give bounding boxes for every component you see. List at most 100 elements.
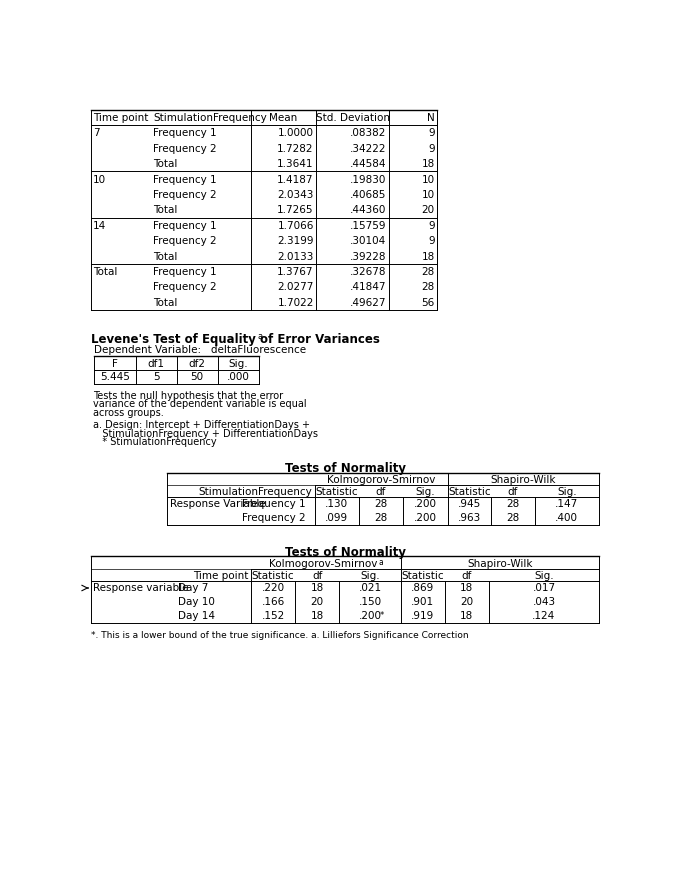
Text: Statistic: Statistic <box>252 571 294 582</box>
Text: 28: 28 <box>374 513 387 523</box>
Text: Frequency 1: Frequency 1 <box>242 499 305 510</box>
Text: Tests of Normality: Tests of Normality <box>285 462 406 476</box>
Text: 28: 28 <box>421 282 435 292</box>
Text: Total: Total <box>153 159 178 169</box>
Text: .41847: .41847 <box>350 282 387 292</box>
Text: Sig.: Sig. <box>360 571 380 582</box>
Text: 1.7282: 1.7282 <box>277 143 314 154</box>
Text: 18: 18 <box>421 159 435 169</box>
Text: .39228: .39228 <box>350 252 387 262</box>
Text: Frequency 1: Frequency 1 <box>153 175 217 185</box>
Text: .919: .919 <box>411 611 434 621</box>
Text: 10: 10 <box>93 175 106 185</box>
Text: StimulationFrequency: StimulationFrequency <box>198 487 313 497</box>
Text: Frequency 1: Frequency 1 <box>153 128 217 138</box>
Text: Frequency 2: Frequency 2 <box>153 143 217 154</box>
Text: 20: 20 <box>310 598 324 607</box>
Text: 1.3767: 1.3767 <box>277 267 314 277</box>
Text: .166: .166 <box>261 598 285 607</box>
Text: a: a <box>257 332 263 340</box>
Text: .869: .869 <box>411 583 434 593</box>
Text: Day 10: Day 10 <box>178 598 215 607</box>
Text: Time point: Time point <box>193 571 248 582</box>
Text: N: N <box>427 113 435 123</box>
Text: .19830: .19830 <box>350 175 387 185</box>
Text: a: a <box>379 558 383 567</box>
Text: *. This is a lower bound of the true significance. a. Lilliefors Significance Co: *. This is a lower bound of the true sig… <box>90 631 468 640</box>
Text: .130: .130 <box>325 499 348 510</box>
Text: Frequency 2: Frequency 2 <box>153 190 217 200</box>
Text: StimulationFrequency + DifferentiationDays: StimulationFrequency + DifferentiationDa… <box>93 428 318 439</box>
Text: df1: df1 <box>148 358 165 368</box>
Text: 18: 18 <box>310 611 324 621</box>
Text: .44360: .44360 <box>350 205 387 215</box>
Text: Frequency 2: Frequency 2 <box>153 237 217 246</box>
Text: 9: 9 <box>428 220 435 230</box>
Text: .150: .150 <box>358 598 381 607</box>
Text: .021: .021 <box>358 583 381 593</box>
Text: * StimulationFrequency: * StimulationFrequency <box>93 437 217 447</box>
Text: 20: 20 <box>422 205 435 215</box>
Text: df2: df2 <box>188 358 206 368</box>
Text: Total: Total <box>153 297 178 307</box>
Text: Frequency 1: Frequency 1 <box>153 267 217 277</box>
Text: .147: .147 <box>555 499 578 510</box>
Text: 9: 9 <box>428 128 435 138</box>
Text: .043: .043 <box>533 598 556 607</box>
Text: .963: .963 <box>458 513 481 523</box>
Text: 9: 9 <box>428 143 435 154</box>
Text: 18: 18 <box>421 252 435 262</box>
Text: .34222: .34222 <box>350 143 387 154</box>
Text: a. Design: Intercept + DifferentiationDays +: a. Design: Intercept + DifferentiationDa… <box>93 420 310 430</box>
Text: .124: .124 <box>533 611 556 621</box>
Text: 7: 7 <box>93 128 99 138</box>
Text: Time point: Time point <box>93 113 148 123</box>
Text: Response Variable: Response Variable <box>169 499 265 510</box>
Text: Statistic: Statistic <box>402 571 444 582</box>
Text: 5: 5 <box>153 373 159 383</box>
Text: 1.0000: 1.0000 <box>278 128 314 138</box>
Text: 1.4187: 1.4187 <box>277 175 314 185</box>
Text: 28: 28 <box>374 499 387 510</box>
Text: .49627: .49627 <box>350 297 387 307</box>
Text: Frequency 2: Frequency 2 <box>153 282 217 292</box>
Text: .32678: .32678 <box>350 267 387 277</box>
Text: Tests of Normality: Tests of Normality <box>285 547 406 559</box>
Text: 56: 56 <box>421 297 435 307</box>
Text: .400: .400 <box>556 513 578 523</box>
Text: .220: .220 <box>261 583 285 593</box>
Text: Statistic: Statistic <box>448 487 491 497</box>
Text: 1.7066: 1.7066 <box>277 220 314 230</box>
Text: *: * <box>379 611 383 620</box>
Text: Dependent Variable:   deltaFluorescence: Dependent Variable: deltaFluorescence <box>95 346 306 356</box>
Text: Sig.: Sig. <box>557 487 576 497</box>
Text: Shapiro-Wilk: Shapiro-Wilk <box>491 475 556 485</box>
Text: 28: 28 <box>506 513 520 523</box>
Text: 2.0277: 2.0277 <box>277 282 314 292</box>
Text: .30104: .30104 <box>350 237 387 246</box>
Text: .08382: .08382 <box>350 128 387 138</box>
Text: F: F <box>112 358 118 368</box>
Text: Shapiro-Wilk: Shapiro-Wilk <box>467 559 533 569</box>
Text: 2.0133: 2.0133 <box>277 252 314 262</box>
Text: Total: Total <box>93 267 117 277</box>
Text: .945: .945 <box>458 499 481 510</box>
Text: Total: Total <box>153 252 178 262</box>
Text: 2.0343: 2.0343 <box>277 190 314 200</box>
Text: Total: Total <box>153 205 178 215</box>
Text: 18: 18 <box>310 583 324 593</box>
Text: .15759: .15759 <box>350 220 387 230</box>
Text: df: df <box>375 487 386 497</box>
Text: across groups.: across groups. <box>93 408 163 418</box>
Text: .200: .200 <box>358 611 381 621</box>
Text: 50: 50 <box>190 373 204 383</box>
Text: Statistic: Statistic <box>315 487 358 497</box>
Text: .017: .017 <box>533 583 556 593</box>
Text: Kolmogorov-Smirnov: Kolmogorov-Smirnov <box>269 559 377 569</box>
Text: Levene's Test of Equality of Error Variances: Levene's Test of Equality of Error Varia… <box>90 333 379 346</box>
Text: Tests the null hypothesis that the error: Tests the null hypothesis that the error <box>93 391 283 401</box>
Text: df: df <box>312 571 323 582</box>
Text: df: df <box>508 487 518 497</box>
Text: df: df <box>462 571 472 582</box>
Text: .200: .200 <box>414 499 437 510</box>
